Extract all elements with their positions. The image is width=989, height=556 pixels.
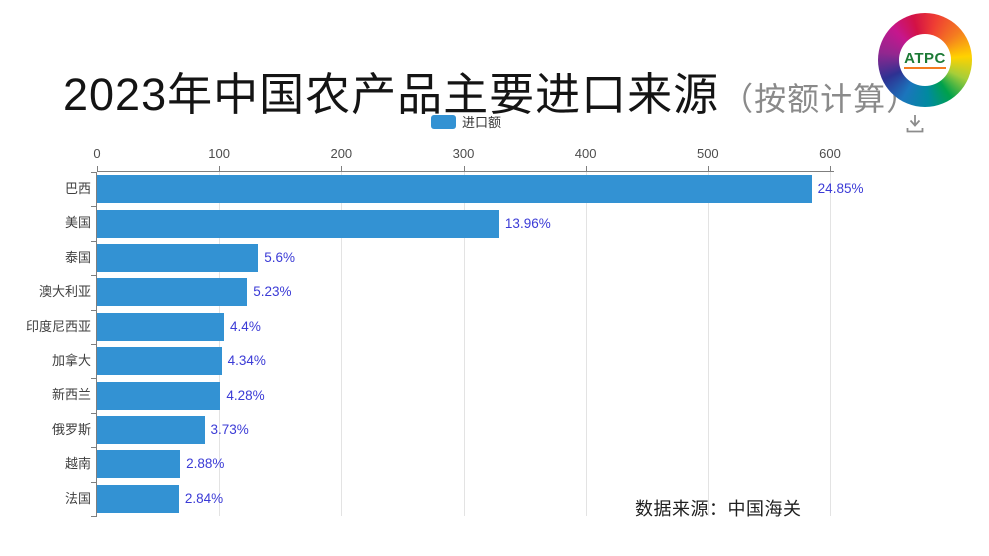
x-axis-tick — [219, 166, 221, 172]
bar-value-label: 2.88% — [186, 456, 225, 472]
x-axis-tick — [707, 166, 709, 172]
x-axis-tick-label: 100 — [208, 146, 230, 161]
bar-value-label: 5.6% — [264, 249, 296, 265]
bar-进口额[interactable] — [97, 209, 499, 238]
x-axis-tick — [341, 166, 343, 172]
bar-value-label: 24.85% — [817, 181, 864, 197]
category-label: 俄罗斯 — [51, 421, 91, 437]
chart-title: 2023年中国农产品主要进口来源 — [63, 69, 720, 120]
bar-row: 巴西 24.85% — [65, 172, 863, 206]
bar-value-label: 5.23% — [253, 284, 292, 300]
chart-title-note: （按额计算） — [721, 81, 920, 117]
y-axis-tick — [91, 447, 97, 449]
gridline — [341, 172, 343, 516]
bar-row: 法国 2.84% — [65, 482, 830, 516]
x-axis-tick-label: 200 — [330, 146, 353, 161]
category-label: 巴西 — [64, 181, 91, 196]
x-axis-tick-label: 600 — [819, 146, 841, 161]
legend-item-import-value[interactable]: 进口额 — [431, 112, 501, 131]
bar-value-label: 2.84% — [184, 490, 224, 506]
y-axis-tick — [91, 309, 97, 311]
bar-进口额[interactable] — [97, 484, 179, 513]
bar-row: 俄罗斯 3.73% — [52, 413, 830, 447]
save-as-image-icon[interactable] — [903, 112, 927, 136]
bar-row: 越南 2.88% — [65, 447, 830, 481]
category-label: 新西兰 — [51, 387, 91, 403]
bar-chart-plot-area: 0 100 200 300 400 500 600 巴西 24.85% 美国 13.96% 泰国 5.6… — [26, 146, 863, 517]
bar-进口额[interactable] — [97, 312, 225, 341]
bar-row: 泰国 5.6% — [65, 241, 830, 275]
legend-label: 进口额 — [462, 115, 502, 130]
x-axis-tick-label: 500 — [696, 146, 719, 161]
y-axis-tick — [91, 344, 97, 345]
gridline — [585, 172, 587, 516]
bar-value-label: 3.73% — [210, 421, 249, 437]
bar-进口额[interactable] — [97, 243, 259, 272]
y-axis-tick — [91, 206, 97, 208]
bar-value-label: 4.4% — [230, 318, 261, 334]
data-source-note: 数据来源：中国海关 — [635, 499, 802, 519]
bar-进口额[interactable] — [97, 415, 205, 444]
bar-进口额[interactable] — [97, 347, 222, 376]
bar-进口额[interactable] — [97, 381, 221, 410]
x-axis-tick — [830, 166, 831, 172]
legend-marker-icon — [431, 114, 456, 129]
category-label: 加拿大 — [51, 353, 91, 368]
x-axis-tick — [463, 166, 465, 172]
category-label: 印度尼西亚 — [25, 318, 91, 334]
x-axis-tick-label: 300 — [452, 146, 475, 161]
category-label: 法国 — [64, 490, 91, 506]
bar-进口额[interactable] — [97, 175, 812, 204]
category-label: 澳大利亚 — [38, 284, 91, 300]
gridline — [219, 172, 221, 516]
bar-进口额[interactable] — [97, 450, 181, 479]
page-title: 2023年中国农产品主要进口来源 （按额计算） — [63, 58, 919, 123]
bar-row: 美国 13.96% — [65, 206, 830, 240]
y-axis-tick — [91, 516, 97, 517]
x-axis-tick-label: 400 — [574, 146, 597, 161]
gridline — [463, 172, 465, 516]
x-axis-line — [97, 171, 834, 172]
y-axis-tick — [91, 378, 97, 380]
category-label: 美国 — [64, 215, 91, 231]
x-axis-tick-label: 0 — [93, 146, 101, 161]
bar-进口额[interactable] — [97, 278, 248, 307]
category-label: 泰国 — [64, 249, 91, 265]
atpc-logo: ATPC — [878, 13, 972, 107]
bar-value-label: 4.34% — [227, 353, 266, 369]
bar-value-label: 4.28% — [226, 387, 265, 403]
x-axis-tick — [585, 166, 587, 172]
y-axis-tick — [91, 275, 97, 277]
category-label: 越南 — [64, 456, 91, 472]
bar-row: 新西兰 4.28% — [52, 378, 830, 412]
bar-row: 印度尼西亚 4.4% — [26, 310, 830, 344]
y-axis-tick — [91, 172, 97, 173]
logo-core: ATPC — [898, 33, 952, 87]
x-axis-tick — [97, 166, 98, 172]
y-axis-tick — [91, 481, 97, 483]
gridline — [707, 172, 709, 516]
bar-value-label: 13.96% — [504, 215, 551, 231]
y-axis-tick — [91, 412, 97, 414]
logo-text: ATPC — [904, 50, 946, 70]
bar-row: 澳大利亚 5.23% — [39, 275, 830, 309]
y-axis-tick — [91, 240, 97, 242]
gridline — [830, 172, 831, 516]
bar-row: 加拿大 4.34% — [52, 344, 830, 378]
